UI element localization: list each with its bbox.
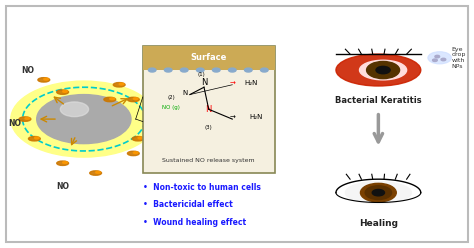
FancyBboxPatch shape (143, 46, 275, 70)
Text: H₂N: H₂N (249, 114, 263, 120)
Text: NO (g): NO (g) (162, 105, 180, 110)
Ellipse shape (128, 97, 139, 102)
Text: •  Non-toxic to human cells: • Non-toxic to human cells (143, 183, 261, 192)
Ellipse shape (28, 136, 40, 141)
Circle shape (435, 55, 439, 58)
Ellipse shape (359, 60, 407, 80)
Text: •  Bactericidal effect: • Bactericidal effect (143, 200, 233, 209)
Text: Healing: Healing (359, 219, 398, 228)
Ellipse shape (19, 117, 31, 121)
Circle shape (36, 94, 131, 144)
Circle shape (181, 68, 188, 72)
Circle shape (60, 102, 89, 117)
Circle shape (433, 59, 438, 62)
Circle shape (360, 183, 396, 202)
Circle shape (164, 68, 172, 72)
Ellipse shape (63, 91, 67, 92)
Text: Sustained NO release system: Sustained NO release system (163, 158, 255, 163)
Circle shape (11, 81, 157, 157)
Ellipse shape (133, 98, 138, 100)
Ellipse shape (90, 171, 101, 175)
Ellipse shape (336, 54, 421, 86)
Text: Surface: Surface (191, 53, 227, 62)
Circle shape (228, 68, 236, 72)
Circle shape (366, 62, 400, 79)
Text: N: N (182, 90, 188, 95)
Ellipse shape (128, 151, 139, 156)
Circle shape (372, 189, 384, 196)
Circle shape (365, 186, 392, 200)
Text: (3): (3) (205, 125, 213, 130)
Circle shape (148, 68, 156, 72)
Ellipse shape (57, 161, 69, 165)
Ellipse shape (346, 182, 411, 204)
Ellipse shape (44, 78, 48, 80)
Text: N: N (201, 78, 207, 87)
Text: NO: NO (8, 120, 21, 128)
Circle shape (212, 68, 220, 72)
Circle shape (428, 52, 451, 64)
Ellipse shape (113, 83, 125, 87)
Circle shape (245, 68, 252, 72)
Text: $\rightarrow$: $\rightarrow$ (228, 80, 237, 86)
Text: (1): (1) (198, 72, 206, 77)
Text: Bacterial Keratitis: Bacterial Keratitis (335, 96, 422, 105)
Ellipse shape (35, 137, 39, 139)
Ellipse shape (25, 117, 30, 119)
Text: Eye
drop
with
NPs: Eye drop with NPs (451, 47, 466, 69)
Circle shape (441, 58, 446, 61)
FancyBboxPatch shape (143, 46, 275, 173)
Text: N: N (206, 105, 212, 114)
Ellipse shape (110, 98, 115, 100)
Ellipse shape (133, 152, 138, 154)
Ellipse shape (104, 97, 116, 102)
Ellipse shape (57, 90, 69, 94)
Text: $\rightarrow$: $\rightarrow$ (228, 114, 237, 120)
Text: NO: NO (56, 182, 69, 191)
Text: NO: NO (21, 65, 34, 75)
Ellipse shape (63, 161, 67, 163)
Ellipse shape (132, 136, 144, 141)
Circle shape (261, 68, 268, 72)
Ellipse shape (96, 171, 100, 173)
Ellipse shape (138, 137, 143, 139)
Circle shape (197, 68, 204, 72)
Ellipse shape (336, 178, 421, 207)
Circle shape (376, 66, 390, 74)
Text: •  Wound healing effect: • Wound healing effect (143, 217, 246, 227)
Ellipse shape (38, 78, 50, 82)
Text: H₂N: H₂N (245, 80, 258, 86)
Text: (2): (2) (167, 95, 175, 100)
FancyBboxPatch shape (6, 6, 468, 242)
Ellipse shape (119, 83, 124, 85)
